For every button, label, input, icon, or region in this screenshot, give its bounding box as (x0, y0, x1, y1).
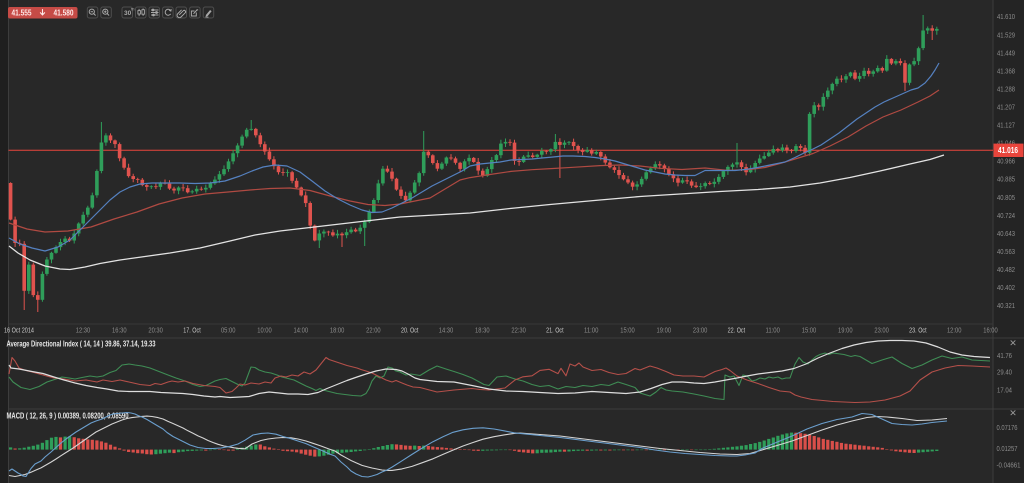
svg-text:17. Oct: 17. Oct (183, 326, 201, 335)
svg-text:22. Oct: 22. Oct (728, 326, 746, 335)
svg-text:40.482: 40.482 (997, 265, 1015, 274)
svg-text:40.966: 40.966 (997, 157, 1015, 166)
svg-text:16 Oct 2014: 16 Oct 2014 (4, 326, 34, 335)
svg-text:41.368: 41.368 (997, 66, 1015, 75)
svg-text:17.04: 17.04 (997, 386, 1012, 395)
svg-text:14:00: 14:00 (294, 326, 309, 335)
svg-text:41.127: 41.127 (997, 121, 1015, 130)
svg-text:✕: ✕ (1009, 408, 1017, 418)
svg-text:19:00: 19:00 (838, 326, 853, 335)
svg-text:MACD ( 12, 26, 9 ) 0.00389, 0.: MACD ( 12, 26, 9 ) 0.00389, 0.08200, 0.0… (7, 412, 129, 421)
svg-text:0.07176: 0.07176 (997, 423, 1018, 432)
svg-text:29.40: 29.40 (997, 368, 1012, 377)
svg-text:40.885: 40.885 (997, 175, 1015, 184)
svg-text:41.016: 41.016 (998, 146, 1018, 155)
svg-text:11:00: 11:00 (765, 326, 780, 335)
svg-text:40.402: 40.402 (997, 283, 1015, 292)
svg-text:12:00: 12:00 (947, 326, 962, 335)
svg-text:40.643: 40.643 (997, 229, 1015, 238)
svg-text:20. Oct: 20. Oct (401, 326, 419, 335)
svg-text:11:00: 11:00 (584, 326, 599, 335)
svg-text:16:30: 16:30 (112, 326, 127, 335)
svg-text:30: 30 (124, 10, 132, 17)
svg-text:40.724: 40.724 (997, 211, 1015, 220)
svg-text:15:00: 15:00 (620, 326, 635, 335)
svg-text:40.321: 40.321 (997, 301, 1015, 310)
svg-text:-0.04661: -0.04661 (997, 461, 1021, 470)
svg-text:10:00: 10:00 (257, 326, 272, 335)
svg-text:14:30: 14:30 (439, 326, 454, 335)
svg-text:41.76: 41.76 (997, 351, 1012, 360)
svg-text:21. Oct: 21. Oct (546, 326, 564, 335)
svg-text:16:00: 16:00 (983, 326, 998, 335)
svg-text:41.610: 41.610 (997, 12, 1015, 21)
svg-text:Average Directional Index ( 14: Average Directional Index ( 14, 14 ) 39.… (7, 340, 156, 349)
svg-text:41.529: 41.529 (997, 30, 1015, 39)
svg-text:40.805: 40.805 (997, 193, 1015, 202)
svg-text:18:30: 18:30 (475, 326, 490, 335)
svg-text:18:00: 18:00 (330, 326, 345, 335)
svg-text:22:00: 22:00 (366, 326, 381, 335)
svg-text:15:00: 15:00 (802, 326, 817, 335)
svg-text:41.449: 41.449 (997, 48, 1015, 57)
svg-text:05:00: 05:00 (221, 326, 236, 335)
svg-text:22:30: 22:30 (511, 326, 526, 335)
svg-text:19:00: 19:00 (657, 326, 672, 335)
svg-text:40.563: 40.563 (997, 247, 1015, 256)
svg-text:41.207: 41.207 (997, 103, 1015, 112)
svg-text:41.288: 41.288 (997, 84, 1015, 93)
svg-text:20:30: 20:30 (148, 326, 163, 335)
svg-text:12:30: 12:30 (76, 326, 91, 335)
svg-text:23:00: 23:00 (693, 326, 708, 335)
svg-text:41.046: 41.046 (997, 139, 1015, 148)
svg-text:23:00: 23:00 (874, 326, 889, 335)
svg-text:41.580: 41.580 (54, 9, 74, 18)
svg-text:m: m (131, 7, 135, 12)
svg-text:23. Oct: 23. Oct (909, 326, 927, 335)
svg-text:✕: ✕ (1009, 338, 1017, 348)
svg-text:41.555: 41.555 (12, 9, 32, 18)
svg-text:0.01257: 0.01257 (997, 444, 1018, 453)
